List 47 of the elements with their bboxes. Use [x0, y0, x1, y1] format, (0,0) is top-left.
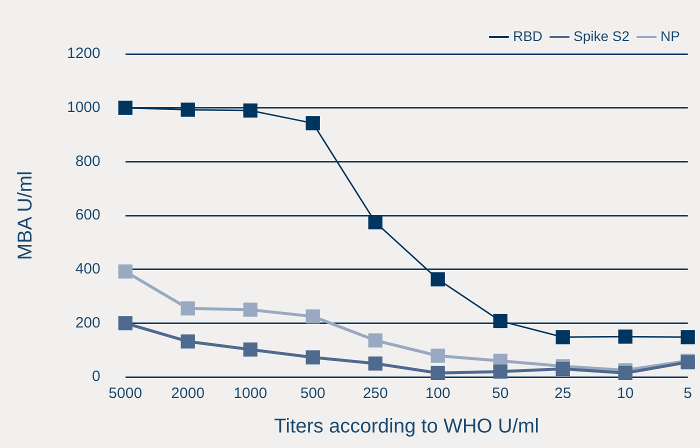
point [306, 309, 320, 324]
point [180, 301, 195, 316]
point [118, 100, 132, 115]
y-tick-label: 400 [75, 260, 100, 278]
point [243, 302, 258, 317]
x-axis-title: Titers according to WHO U/ml [274, 416, 540, 438]
legend-label: Spike S2 [574, 28, 630, 44]
point [306, 116, 320, 130]
y-tick-label: 1000 [66, 98, 100, 116]
point [368, 356, 382, 371]
x-tick-label: 1000 [234, 385, 268, 402]
point [243, 342, 258, 357]
y-axis-title: MBA U/ml [14, 171, 37, 260]
point [493, 364, 508, 379]
point [243, 103, 258, 118]
point [493, 314, 508, 328]
x-tick-label: 2000 [171, 385, 205, 402]
x-tick-label: 100 [425, 385, 450, 402]
legend-label: RBD [512, 28, 543, 44]
x-tick-label: 10 [616, 385, 634, 402]
point [430, 348, 445, 363]
point [180, 334, 195, 349]
x-tick-label: 250 [362, 385, 388, 402]
y-tick-label: 1200 [66, 45, 100, 62]
y-tick-label: 600 [75, 206, 100, 224]
point [368, 333, 382, 348]
x-tick-label: 50 [492, 385, 509, 402]
point [368, 215, 382, 230]
point [556, 330, 570, 344]
y-tick-label: 800 [75, 152, 100, 170]
point [618, 330, 632, 344]
point [118, 316, 132, 330]
point [556, 362, 570, 376]
x-tick-label: 5000 [108, 385, 142, 402]
x-tick-label: 500 [300, 385, 326, 402]
point [118, 264, 132, 279]
x-tick-label: 5 [684, 385, 692, 402]
legend-label: NP [660, 28, 680, 44]
point [430, 366, 445, 380]
point [680, 330, 695, 344]
point [306, 350, 320, 364]
y-tick-label: 200 [75, 314, 100, 332]
x-tick-label: 25 [554, 385, 572, 402]
point [618, 366, 632, 380]
y-tick-label: 0 [92, 368, 100, 386]
point [430, 272, 445, 286]
point [180, 102, 195, 117]
